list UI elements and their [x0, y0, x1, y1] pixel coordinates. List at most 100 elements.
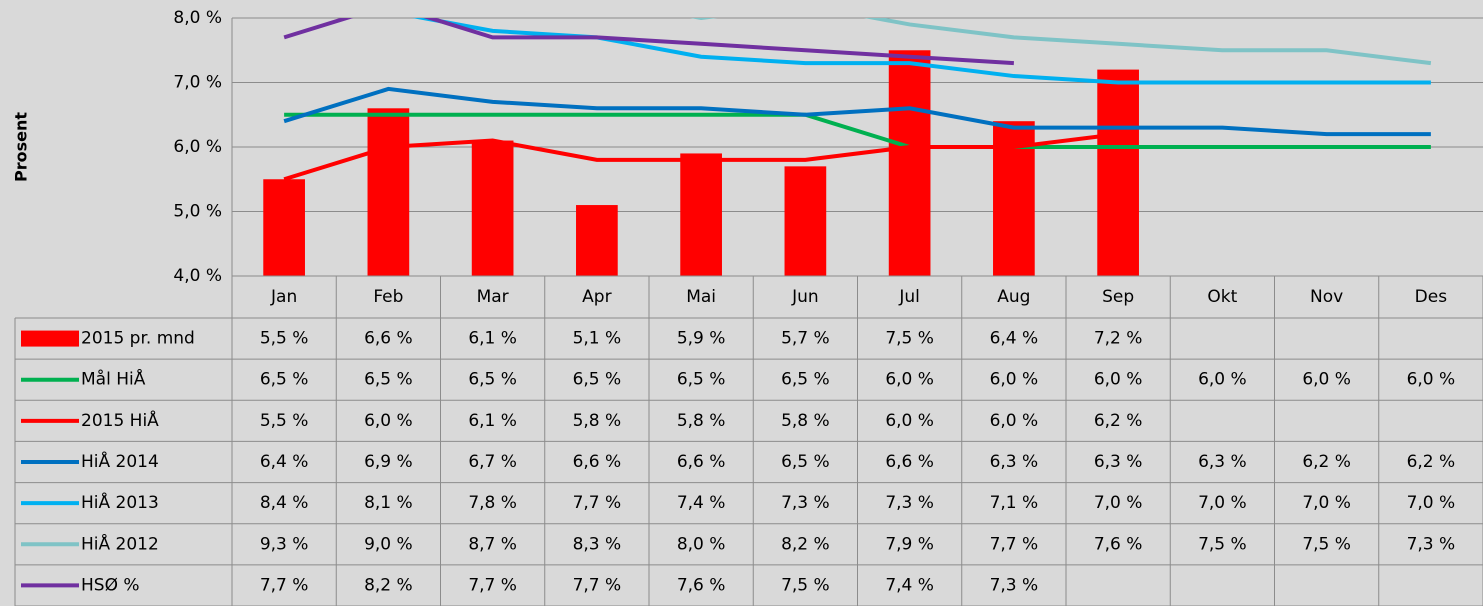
- table-cell: 8,0 %: [677, 534, 726, 554]
- table-cell: 5,7 %: [781, 329, 830, 349]
- bar: [263, 179, 305, 276]
- x-tick-label: Jun: [791, 287, 819, 307]
- table-cell: 9,0 %: [364, 534, 413, 554]
- table-cell: 6,5 %: [781, 452, 830, 472]
- table-cell: 6,5 %: [781, 370, 830, 390]
- bar: [680, 153, 722, 276]
- table-cell: 5,8 %: [781, 411, 830, 431]
- line: [690, 18, 1432, 66]
- x-tick-label: Okt: [1207, 287, 1237, 307]
- legend-label: HiÅ 2014: [81, 450, 159, 472]
- legend-label: 2015 HiÅ: [81, 409, 159, 431]
- table-cell: 7,3 %: [885, 493, 934, 513]
- table-cell: 6,0 %: [885, 370, 934, 390]
- x-tick-label: Mai: [686, 287, 716, 307]
- bar: [888, 50, 931, 276]
- legend-label: HiÅ 2012: [81, 532, 159, 554]
- table-cell: 6,5 %: [573, 370, 622, 390]
- bar: [367, 108, 410, 276]
- table-cell: 6,1 %: [468, 411, 517, 431]
- x-tick-label: Sep: [1102, 287, 1134, 307]
- table-cell: 8,4 %: [260, 493, 309, 513]
- table-cell: 7,1 %: [990, 493, 1039, 513]
- table-cell: 6,5 %: [260, 370, 309, 390]
- y-tick-label: 8,0 %: [173, 8, 222, 28]
- table-cell: 7,6 %: [677, 575, 726, 595]
- table-cell: 6,4 %: [260, 452, 309, 472]
- legend-label: 2015 pr. mnd: [81, 329, 195, 349]
- table-cell: 6,9 %: [364, 452, 413, 472]
- table-cell: 7,0 %: [1407, 493, 1456, 513]
- table-cell: 8,3 %: [573, 534, 622, 554]
- line: [283, 132, 1119, 182]
- table-cell: 6,3 %: [990, 452, 1039, 472]
- table-cell: 8,7 %: [468, 534, 517, 554]
- table-cell: 7,5 %: [1302, 534, 1351, 554]
- table-cell: 6,5 %: [677, 370, 726, 390]
- table-cell: 7,7 %: [990, 534, 1039, 554]
- table-cell: 5,5 %: [260, 411, 309, 431]
- bar: [1097, 69, 1139, 276]
- table-cell: 6,1 %: [468, 329, 517, 349]
- x-tick-label: Des: [1415, 287, 1448, 307]
- table-cell: 7,7 %: [573, 575, 622, 595]
- table-cell: 7,7 %: [573, 493, 622, 513]
- table-cell: 7,9 %: [885, 534, 934, 554]
- table-cell: 6,0 %: [990, 411, 1039, 431]
- y-tick-label: 6,0 %: [173, 137, 222, 157]
- legend-label: HSØ %: [81, 575, 140, 595]
- table-cell: 7,5 %: [1198, 534, 1247, 554]
- table-cell: 5,8 %: [677, 411, 726, 431]
- table-cell: 7,6 %: [1094, 534, 1143, 554]
- table-cell: 6,6 %: [573, 452, 622, 472]
- table-cell: 7,4 %: [885, 575, 934, 595]
- table-cell: 7,0 %: [1198, 493, 1247, 513]
- table-cell: 6,0 %: [1302, 370, 1351, 390]
- x-tick-label: Aug: [997, 287, 1030, 307]
- table-cell: 7,3 %: [781, 493, 830, 513]
- table-cell: 6,0 %: [1094, 370, 1143, 390]
- table-cell: 7,5 %: [885, 329, 934, 349]
- y-axis-label: Prosent: [12, 112, 31, 182]
- table-cell: 7,2 %: [1094, 329, 1143, 349]
- table-cell: 6,6 %: [885, 452, 934, 472]
- table-cell: 6,3 %: [1198, 452, 1247, 472]
- table-cell: 6,0 %: [1198, 370, 1247, 390]
- table-cell: 6,0 %: [364, 411, 413, 431]
- table-cell: 6,0 %: [885, 411, 934, 431]
- table-cell: 6,0 %: [1407, 370, 1456, 390]
- table-cell: 5,1 %: [573, 329, 622, 349]
- table-cell: 7,3 %: [1407, 534, 1456, 554]
- legend-label: HiÅ 2013: [81, 491, 159, 513]
- table-cell: 7,8 %: [468, 493, 517, 513]
- table-cell: 6,0 %: [990, 370, 1039, 390]
- table-cell: 7,0 %: [1094, 493, 1143, 513]
- x-tick-label: Nov: [1310, 287, 1343, 307]
- table-cell: 8,1 %: [364, 493, 413, 513]
- x-tick-label: Apr: [582, 287, 611, 307]
- table-cell: 6,4 %: [990, 329, 1039, 349]
- x-tick-label: Mar: [477, 287, 509, 307]
- table-cell: 7,7 %: [260, 575, 309, 595]
- table-cell: 6,5 %: [468, 370, 517, 390]
- table-cell: 8,2 %: [781, 534, 830, 554]
- x-tick-label: Feb: [373, 287, 403, 307]
- table-cell: 9,3 %: [260, 534, 309, 554]
- table-cell: 6,3 %: [1094, 452, 1143, 472]
- table-cell: 5,9 %: [677, 329, 726, 349]
- table-cell: 7,3 %: [990, 575, 1039, 595]
- table-cell: 7,4 %: [677, 493, 726, 513]
- legend-key: [21, 330, 79, 347]
- bar: [471, 140, 514, 276]
- bar: [576, 205, 618, 276]
- line: [283, 18, 1015, 66]
- table-cell: 7,7 %: [468, 575, 517, 595]
- table-cell: 6,2 %: [1094, 411, 1143, 431]
- table-cell: 6,6 %: [677, 452, 726, 472]
- legend-label: Mål HiÅ: [81, 368, 146, 390]
- table-cell: 6,2 %: [1407, 452, 1456, 472]
- table-cell: 5,8 %: [573, 411, 622, 431]
- table-cell: 5,5 %: [260, 329, 309, 349]
- table-cell: 6,6 %: [364, 329, 413, 349]
